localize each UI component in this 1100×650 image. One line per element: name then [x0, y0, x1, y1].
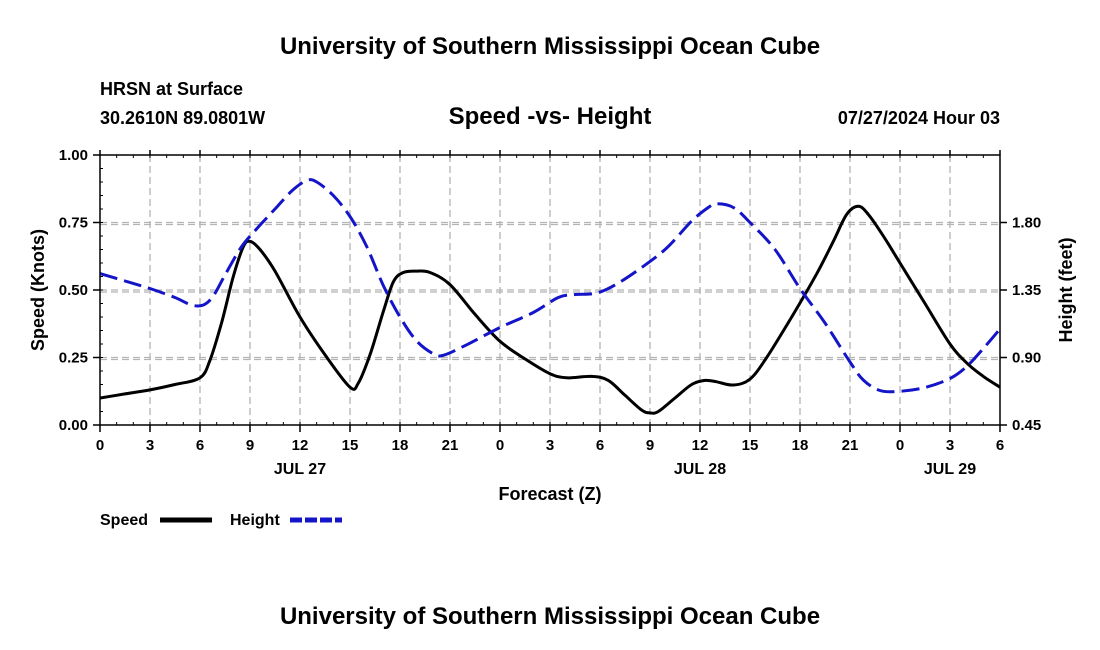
x-axis: 0 3 6 9 12 15 18 21 0 3 6 9 12 15 18 21 0 3 6 JUL 27 JUL 28 J…: [96, 150, 1004, 478]
chart-title: Speed -vs- Height: [449, 103, 652, 130]
footer-title: University of Southern Mississippi Ocean…: [280, 603, 820, 630]
x-tick-label: 0: [496, 437, 504, 454]
legend-label-height: Height: [230, 512, 280, 529]
x-tick-label: 0: [96, 437, 104, 454]
x-tick-label: 15: [342, 437, 359, 454]
x-axis-label: Forecast (Z): [498, 484, 601, 504]
y-right-tick-label: 1.80: [1012, 215, 1041, 232]
legend-label-speed: Speed: [100, 512, 148, 529]
x-tick-label: 12: [292, 437, 309, 454]
y-left-tick-label: 0.25: [59, 350, 88, 367]
x-date-label: JUL 29: [924, 461, 976, 478]
station-coords: 30.2610N 89.0801W: [100, 108, 265, 128]
legend: Speed Height: [100, 512, 342, 529]
x-tick-label: 3: [146, 437, 154, 454]
y-left-tick-label: 0.75: [59, 215, 88, 232]
x-tick-label: 6: [996, 437, 1004, 454]
series-line-height: [100, 178, 1000, 394]
x-tick-label: 9: [246, 437, 254, 454]
x-date-label: JUL 28: [674, 461, 726, 478]
y-left-tick-label: 1.00: [59, 147, 88, 164]
series-line-speed: [100, 204, 1000, 415]
gridlines: [100, 155, 1000, 425]
station-label: HRSN at Surface: [100, 79, 243, 99]
y-axis-left-label: Speed (Knots): [28, 229, 48, 351]
y-axis-left: 0.00 0.25 0.50 0.75 1.00: [59, 147, 103, 434]
x-tick-label: 6: [596, 437, 604, 454]
y-left-tick-label: 0.00: [59, 417, 88, 434]
x-tick-label: 9: [646, 437, 654, 454]
x-tick-label: 0: [896, 437, 904, 454]
page-title: University of Southern Mississippi Ocean…: [280, 33, 820, 60]
x-tick-label: 3: [546, 437, 554, 454]
forecast-datetime: 07/27/2024 Hour 03: [838, 108, 1000, 128]
x-tick-label: 6: [196, 437, 204, 454]
y-right-tick-label: 0.90: [1012, 350, 1041, 367]
y-right-tick-label: 0.45: [1012, 417, 1041, 434]
x-tick-label: 15: [742, 437, 759, 454]
y-axis-right-label: Height (feet): [1056, 238, 1076, 343]
y-axis-right: 0.45 0.90 1.35 1.80: [1000, 215, 1041, 434]
y-left-tick-label: 0.50: [59, 282, 88, 299]
x-tick-label: 18: [392, 437, 409, 454]
x-tick-label: 18: [792, 437, 809, 454]
x-tick-label: 21: [842, 437, 859, 454]
x-date-label: JUL 27: [274, 461, 326, 478]
y-right-tick-label: 1.35: [1012, 282, 1041, 299]
x-tick-label: 12: [692, 437, 709, 454]
x-tick-label: 3: [946, 437, 954, 454]
x-tick-label: 21: [442, 437, 459, 454]
series-lines: [100, 178, 1000, 415]
